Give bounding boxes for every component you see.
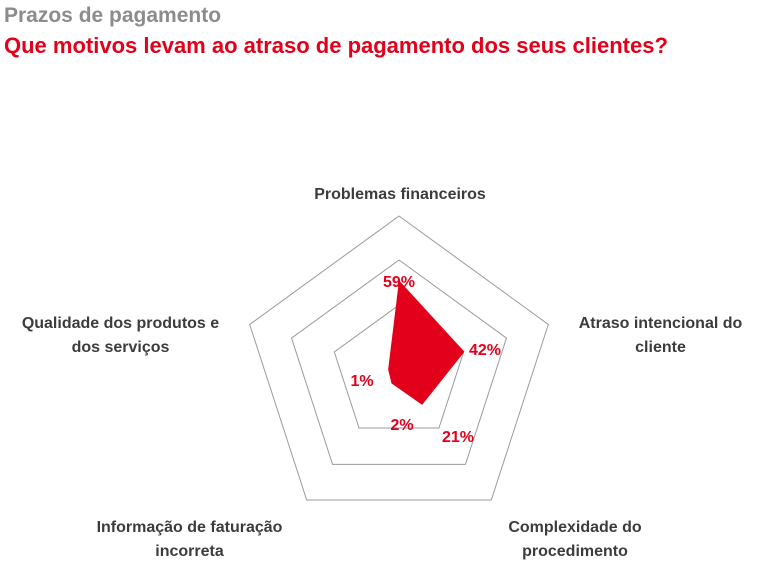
axis-label-atraso-intencional: Atraso intencional do cliente [578, 315, 743, 356]
data-label-2: 21% [442, 429, 474, 446]
axis-label-qualidade: Qualidade dos produtos e dos serviços [21, 315, 220, 356]
data-area [388, 280, 465, 405]
axis-label-complexidade: Complexidade do procedimento [508, 519, 642, 560]
chart-supertitle: Prazos de pagamento [4, 4, 222, 27]
data-label-4: 1% [350, 373, 373, 390]
axis-label-informacao-faturacao: Informação de faturação incorreta [96, 519, 283, 560]
axis-label-problemas-financeiros: Problemas financeiros [314, 186, 486, 203]
grid-ring-2 [290, 259, 508, 465]
data-label-3: 2% [390, 417, 413, 434]
grid-ring-3 [249, 215, 549, 501]
chart-title: Que motivos levam ao atraso de pagamento… [4, 33, 668, 58]
data-label-1: 42% [469, 342, 501, 359]
data-label-0: 59% [383, 274, 415, 291]
